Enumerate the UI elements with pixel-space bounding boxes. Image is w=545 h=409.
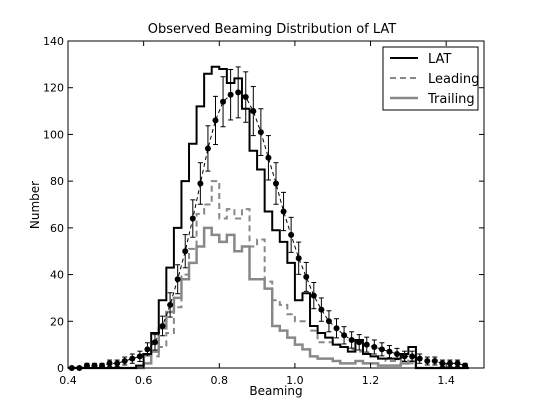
legend-leading-label: Leading	[428, 72, 479, 87]
data-point	[136, 353, 143, 360]
x-tick-label: 0.8	[211, 374, 229, 387]
data-point	[227, 91, 234, 98]
data-point	[265, 154, 272, 161]
data-point	[409, 353, 416, 360]
y-tick-label: 60	[50, 222, 64, 235]
data-point	[371, 343, 378, 350]
data-point	[257, 129, 264, 136]
data-point	[333, 325, 340, 332]
data-point	[378, 346, 385, 353]
x-tick-label: 1.0	[286, 374, 304, 387]
data-point	[325, 318, 332, 325]
y-tick-label: 20	[50, 315, 64, 328]
data-point	[129, 355, 136, 362]
data-point	[446, 360, 453, 367]
y-axis: 0 20 40 60 80 100 120 140	[43, 35, 484, 375]
data-point	[401, 353, 408, 360]
data-point	[121, 357, 128, 364]
data-point	[106, 360, 113, 367]
data-point	[182, 248, 189, 255]
data-point	[310, 292, 317, 299]
chart-title: Observed Beaming Distribution of LAT	[148, 22, 397, 37]
y-tick-label: 40	[50, 269, 64, 282]
data-point	[212, 117, 219, 124]
data-point	[416, 355, 423, 362]
data-point	[235, 89, 242, 96]
y-tick-label: 120	[43, 82, 64, 95]
legend-trailing-label: Trailing	[427, 92, 475, 107]
data-point	[242, 94, 249, 101]
x-tick-label: 0.6	[135, 374, 153, 387]
series-layer	[68, 65, 469, 370]
data-point	[394, 350, 401, 357]
y-axis-label: Number	[28, 181, 42, 229]
data-point	[114, 360, 121, 367]
x-tick-label: 0.4	[59, 374, 77, 387]
data-point	[83, 362, 90, 369]
points-layer	[68, 66, 469, 371]
data-point	[454, 360, 461, 367]
data-point	[356, 339, 363, 346]
data-point	[204, 145, 211, 152]
data-point	[91, 362, 98, 369]
data-point	[295, 255, 302, 262]
data-point	[318, 306, 325, 313]
data-point	[363, 341, 370, 348]
data-point	[462, 362, 469, 369]
y-tick-label: 140	[43, 35, 64, 48]
series-lat-line	[68, 65, 469, 369]
data-point	[439, 360, 446, 367]
data-point	[341, 332, 348, 339]
data-point	[303, 273, 310, 280]
data-point	[189, 215, 196, 222]
y-tick-label: 100	[43, 128, 64, 141]
data-point	[159, 322, 166, 329]
data-point	[386, 348, 393, 355]
y-tick-label: 80	[50, 175, 64, 188]
data-point	[144, 346, 151, 353]
data-point	[151, 339, 158, 346]
plot-frame	[67, 40, 485, 369]
x-axis: 0.4 0.6 0.8 1.0 1.2 1.4	[59, 41, 455, 387]
data-point	[167, 301, 174, 308]
x-tick-label: 1.2	[362, 374, 380, 387]
data-point	[273, 180, 279, 187]
data-point	[431, 357, 438, 364]
legend: LAT Leading Trailing	[382, 46, 479, 111]
y-tick-label: 0	[57, 362, 64, 375]
data-point	[288, 231, 295, 238]
data-point	[348, 336, 355, 343]
data-point	[250, 108, 257, 115]
data-point	[280, 208, 287, 215]
legend-lat-label: LAT	[428, 52, 451, 67]
data-point	[174, 276, 181, 283]
x-axis-label: Beaming	[249, 384, 302, 398]
data-point	[197, 180, 204, 187]
series-trailing-line	[68, 226, 469, 370]
data-point	[99, 362, 106, 369]
data-point	[220, 98, 227, 105]
x-tick-label: 1.4	[437, 374, 455, 387]
data-point	[424, 357, 431, 364]
